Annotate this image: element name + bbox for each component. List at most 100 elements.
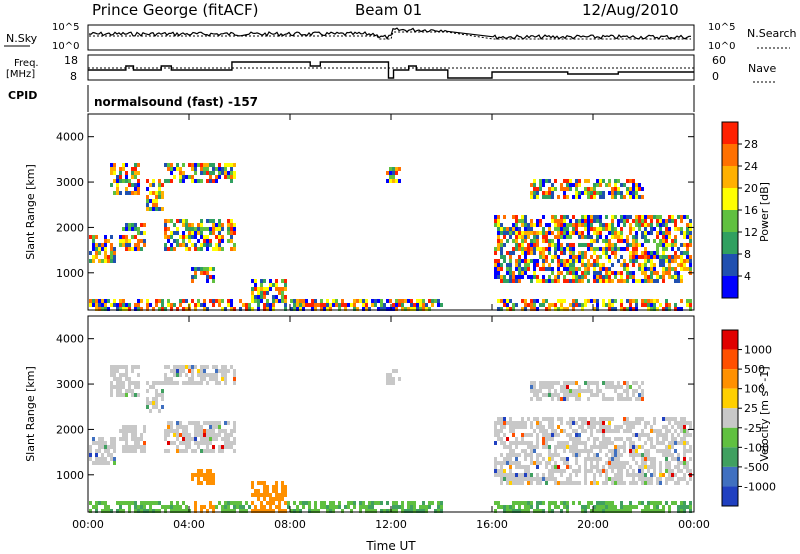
heatmap-cell bbox=[368, 505, 371, 509]
heatmap-cell bbox=[188, 381, 191, 385]
heatmap-cell bbox=[674, 251, 677, 255]
heatmap-cell bbox=[515, 421, 518, 425]
heatmap-cell bbox=[164, 247, 167, 251]
heatmap-cell bbox=[671, 437, 674, 441]
heatmap-cell bbox=[263, 481, 266, 485]
heatmap-cell bbox=[206, 271, 209, 275]
heatmap-cell bbox=[533, 247, 536, 251]
heatmap-cell bbox=[518, 235, 521, 239]
heatmap-cell bbox=[188, 441, 191, 445]
heatmap-cell bbox=[542, 275, 545, 279]
heatmap-cell bbox=[212, 219, 215, 223]
heatmap-cell bbox=[533, 393, 536, 397]
heatmap-cell bbox=[572, 441, 575, 445]
heatmap-cell bbox=[119, 239, 122, 243]
heatmap-cell bbox=[569, 445, 572, 449]
heatmap-cell bbox=[503, 445, 506, 449]
heatmap-cell bbox=[572, 243, 575, 247]
heatmap-cell bbox=[137, 437, 140, 441]
heatmap-cell bbox=[137, 441, 140, 445]
heatmap-cell bbox=[281, 509, 284, 513]
heatmap-cell bbox=[191, 421, 194, 425]
heatmap-cell bbox=[650, 441, 653, 445]
heatmap-cell bbox=[92, 505, 95, 509]
heatmap-cell bbox=[638, 473, 641, 477]
heatmap-cell bbox=[497, 239, 500, 243]
heatmap-cell bbox=[503, 255, 506, 259]
heatmap-cell bbox=[200, 271, 203, 275]
heatmap-cell bbox=[653, 215, 656, 219]
heatmap-cell bbox=[542, 457, 545, 461]
heatmap-cell bbox=[221, 509, 224, 513]
heatmap-cell bbox=[125, 445, 128, 449]
heatmap-cell bbox=[632, 243, 635, 247]
heatmap-cell bbox=[110, 389, 113, 393]
heatmap-cell bbox=[620, 279, 623, 283]
heatmap-cell bbox=[650, 231, 653, 235]
heatmap-cell bbox=[113, 461, 116, 465]
heatmap-cell bbox=[572, 267, 575, 271]
heatmap-cell bbox=[503, 303, 506, 307]
heatmap-cell bbox=[599, 227, 602, 231]
heatmap-cell bbox=[221, 377, 224, 381]
heatmap-cell bbox=[497, 227, 500, 231]
heatmap-cell bbox=[374, 303, 377, 307]
heatmap-cell bbox=[638, 397, 641, 401]
heatmap-cell bbox=[524, 307, 527, 311]
heatmap-cell bbox=[239, 509, 242, 513]
heatmap-cell bbox=[521, 417, 524, 421]
heatmap-cell bbox=[593, 425, 596, 429]
heatmap-cell bbox=[203, 303, 206, 307]
heatmap-cell bbox=[641, 465, 644, 469]
heatmap-cell bbox=[617, 179, 620, 183]
heatmap-cell bbox=[125, 247, 128, 251]
heatmap-cell bbox=[566, 481, 569, 485]
heatmap-cell bbox=[515, 465, 518, 469]
heatmap-cell bbox=[422, 307, 425, 311]
heatmap-cell bbox=[659, 263, 662, 267]
heatmap-cell bbox=[113, 365, 116, 369]
heatmap-cell bbox=[650, 425, 653, 429]
heatmap-cell bbox=[680, 263, 683, 267]
heatmap-cell bbox=[134, 429, 137, 433]
heatmap-cell bbox=[662, 243, 665, 247]
heatmap-cell bbox=[509, 473, 512, 477]
heatmap-cell bbox=[152, 203, 155, 207]
heatmap-cell bbox=[542, 231, 545, 235]
heatmap-cell bbox=[632, 393, 635, 397]
heatmap-cell bbox=[185, 175, 188, 179]
heatmap-cell bbox=[590, 219, 593, 223]
heatmap-cell bbox=[590, 501, 593, 505]
heatmap-cell bbox=[230, 445, 233, 449]
heatmap-cell bbox=[671, 243, 674, 247]
heatmap-cell bbox=[299, 303, 302, 307]
heatmap-cell bbox=[218, 445, 221, 449]
heatmap-cell bbox=[689, 501, 692, 505]
heatmap-cell bbox=[155, 393, 158, 397]
heatmap-cell bbox=[554, 251, 557, 255]
heatmap-cell bbox=[614, 235, 617, 239]
heatmap-cell bbox=[110, 453, 113, 457]
heatmap-cell bbox=[584, 417, 587, 421]
heatmap-cell bbox=[143, 509, 146, 513]
heatmap-cell bbox=[134, 191, 137, 195]
heatmap-cell bbox=[524, 299, 527, 303]
heatmap-cell bbox=[587, 231, 590, 235]
heatmap-cell bbox=[200, 425, 203, 429]
heatmap-cell bbox=[503, 461, 506, 465]
heatmap-cell bbox=[185, 299, 188, 303]
heatmap-cell bbox=[494, 215, 497, 219]
heatmap-cell bbox=[509, 267, 512, 271]
heatmap-cell bbox=[590, 469, 593, 473]
heatmap-cell bbox=[662, 473, 665, 477]
heatmap-cell bbox=[608, 501, 611, 505]
heatmap-cell bbox=[515, 303, 518, 307]
heatmap-cell bbox=[377, 307, 380, 311]
heatmap-cell bbox=[347, 505, 350, 509]
heatmap-cell bbox=[569, 251, 572, 255]
heatmap-cell bbox=[107, 453, 110, 457]
heatmap-cell bbox=[509, 429, 512, 433]
heatmap-cell bbox=[200, 429, 203, 433]
heatmap-cell bbox=[647, 215, 650, 219]
heatmap-cell bbox=[596, 239, 599, 243]
